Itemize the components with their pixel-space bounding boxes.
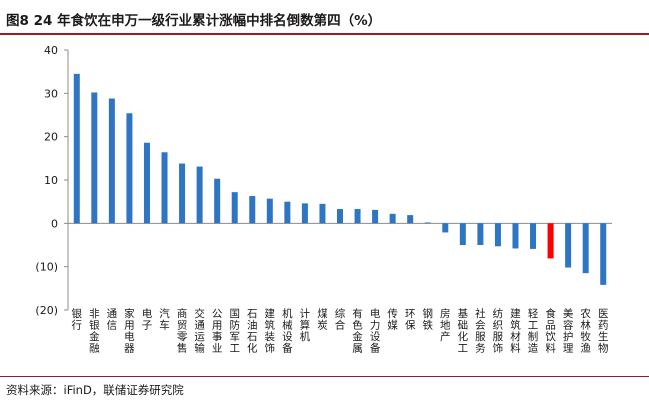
bar	[249, 196, 256, 224]
y-tick-label: 10	[44, 174, 58, 187]
bar	[91, 92, 98, 224]
bar	[512, 223, 519, 249]
bar	[477, 223, 484, 245]
x-tick-label: 房地产	[440, 307, 451, 343]
bar	[494, 223, 501, 247]
bar	[389, 213, 396, 224]
x-tick-label: 有色金属	[352, 307, 363, 355]
x-tick-label: 煤炭	[317, 307, 328, 332]
bar	[214, 178, 221, 224]
figure-title: 图8 24 年食饮在申万一级行业累计涨幅中排名倒数第四（%）	[6, 13, 382, 29]
x-tick-label: 建筑材料	[510, 307, 521, 355]
x-tick-label: 家用电器	[124, 307, 135, 355]
x-tick-label: 计算机	[300, 307, 311, 343]
bar	[196, 166, 203, 224]
x-tick-label: 银行	[72, 307, 83, 332]
x-tick-label: 纺织服饰	[493, 307, 504, 355]
x-tick-label: 通信	[107, 308, 118, 332]
y-tick-label: 0	[51, 217, 58, 230]
x-tick-label: 农林牧渔	[580, 307, 591, 355]
y-tick-label: 30	[44, 87, 58, 100]
y-tick-label: (20)	[35, 304, 58, 317]
source-note: 资料来源：iFinD，联储证券研究院	[6, 383, 184, 397]
source-rule	[0, 376, 649, 377]
y-tick-label: (10)	[35, 261, 58, 274]
bar-chart: 40 30 20 10 0 (10) (20) 银行非银金融通信家用电器电子汽车商贸零售交通运…	[35, 44, 612, 355]
x-tick-label: 医药生物	[598, 308, 609, 355]
x-tick-label: 基础化工	[458, 307, 469, 355]
bar	[231, 192, 238, 224]
x-tick-label: 电子	[142, 307, 153, 332]
x-tick-label: 传媒	[387, 308, 398, 332]
bar	[372, 209, 379, 224]
bar	[407, 215, 414, 224]
bar	[108, 98, 115, 224]
bar	[354, 209, 361, 224]
x-tick-label: 电力设备	[370, 307, 381, 355]
x-tick-label: 非银金融	[89, 308, 100, 355]
bar	[582, 223, 589, 274]
x-tick-label: 机械设备	[282, 307, 293, 355]
bar	[459, 223, 466, 245]
x-tick-label: 环保	[405, 308, 416, 332]
x-tick-label: 石油石化	[247, 308, 258, 355]
x-tick-label: 公用事业	[212, 308, 223, 355]
bar	[600, 223, 607, 285]
x-tick-label: 交通运输	[194, 307, 205, 355]
x-tick-label: 商贸零售	[177, 307, 188, 355]
x-tick-label: 国防军工	[229, 308, 240, 355]
bar	[73, 73, 80, 224]
x-tick-label: 食品饮料	[545, 307, 556, 355]
figure-header: 图8 24 年食饮在申万一级行业累计涨幅中排名倒数第四（%）	[0, 0, 649, 35]
x-tick-label: 汽车	[159, 307, 170, 332]
title-rule	[0, 33, 649, 35]
bar	[266, 198, 273, 224]
y-tick-label: 20	[44, 131, 58, 144]
x-tick-label: 社会服务	[475, 307, 486, 355]
x-tick-label: 建筑装饰	[265, 307, 276, 355]
bar	[565, 223, 572, 268]
bar	[284, 201, 291, 224]
x-tick-label: 轻工制造	[528, 307, 539, 355]
x-tick-label: 钢铁	[422, 307, 433, 332]
bar	[301, 203, 308, 224]
bar	[143, 142, 150, 224]
bar	[442, 223, 449, 233]
bar	[547, 223, 554, 259]
x-tick-label: 综合	[335, 307, 346, 332]
y-tick-label: 40	[44, 44, 58, 57]
bar	[530, 223, 537, 249]
bar	[319, 203, 326, 224]
bar	[424, 222, 431, 224]
bar	[337, 209, 343, 224]
x-tick-label: 美容护理	[563, 307, 574, 355]
bar	[179, 163, 186, 224]
bar	[126, 113, 133, 224]
bar	[161, 152, 168, 224]
